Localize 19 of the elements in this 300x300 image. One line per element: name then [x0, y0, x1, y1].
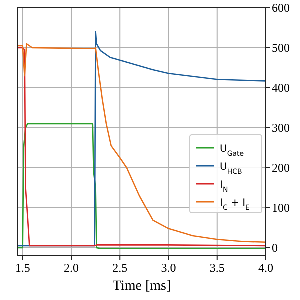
x-tick-label: 2.5	[112, 261, 128, 275]
y-tick-label: 400	[272, 81, 290, 95]
x-axis-title: Time [ms]	[112, 279, 172, 294]
legend-label: I$_{N}$	[220, 180, 228, 194]
y-tick-label: 0	[272, 241, 278, 255]
x-tick-label: 1.5	[15, 261, 30, 275]
y-tick-label: 500	[272, 41, 290, 55]
legend-label: U$_{Gate}$	[220, 144, 244, 158]
x-tick-label: 3.5	[210, 261, 225, 275]
legend-label: I$_{C}$ + I$_{E}$	[220, 198, 250, 212]
legend-label: U$_{HCB}$	[220, 162, 242, 176]
x-tick-label: 2.0	[64, 261, 79, 275]
y-tick-label: 600	[272, 1, 290, 15]
line-series	[18, 123, 266, 250]
x-tick-label: 4.0	[258, 261, 274, 275]
x-tick-label: 3.0	[161, 261, 176, 275]
y-tick-label: 300	[272, 121, 290, 135]
y-tick-label: 200	[272, 161, 290, 175]
y-tick-label: 100	[272, 201, 290, 215]
